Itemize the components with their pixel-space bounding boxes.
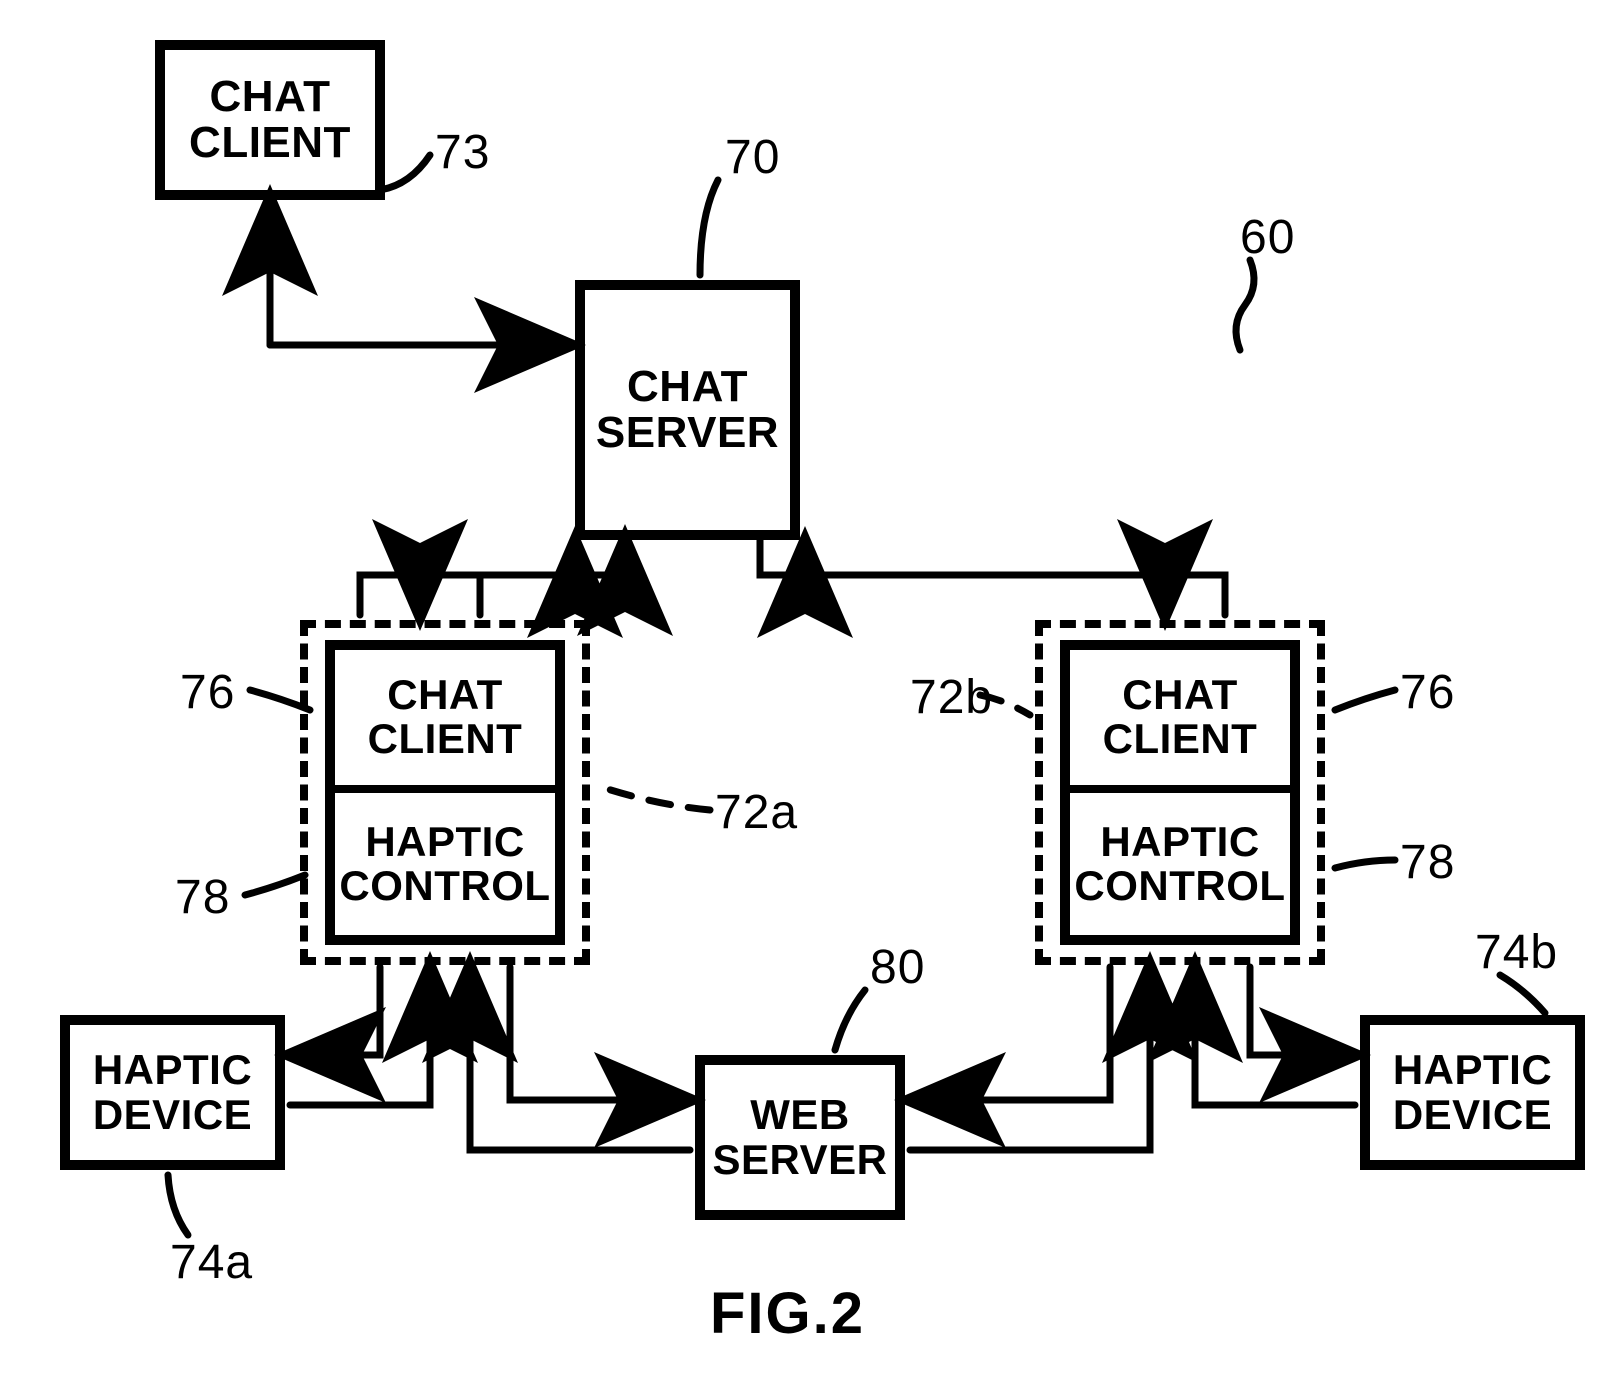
node-haptic-device-left: HAPTIC DEVICE [60, 1015, 285, 1170]
node-label: HAPTIC DEVICE [1370, 1048, 1575, 1136]
node-label: WEB SERVER [705, 1093, 895, 1181]
label-78L: 78 [175, 870, 230, 925]
label-72b: 72b [910, 670, 993, 725]
node-label: HAPTIC CONTROL [1070, 820, 1290, 908]
label-76L: 76 [180, 665, 235, 720]
diagram-stage: CHAT CLIENT CHAT SERVER CHAT CLIENT HAPT… [0, 0, 1600, 1383]
figure-caption: FIG.2 [710, 1280, 865, 1347]
label-60: 60 [1240, 210, 1295, 265]
node-web-server: WEB SERVER [695, 1055, 905, 1220]
node-chat-server: CHAT SERVER [575, 280, 800, 540]
node-chat-haptic-right: CHAT CLIENT HAPTIC CONTROL [1060, 640, 1300, 945]
label-74b: 74b [1475, 925, 1558, 980]
label-74a: 74a [170, 1235, 253, 1290]
label-72a: 72a [715, 785, 798, 840]
node-label: HAPTIC DEVICE [70, 1048, 275, 1136]
node-label: CHAT CLIENT [335, 673, 555, 761]
node-chat-haptic-left: CHAT CLIENT HAPTIC CONTROL [325, 640, 565, 945]
label-73: 73 [435, 125, 490, 180]
label-78R: 78 [1400, 835, 1455, 890]
node-label: CHAT SERVER [585, 364, 790, 456]
node-label: HAPTIC CONTROL [335, 820, 555, 908]
node-label: CHAT CLIENT [1070, 673, 1290, 761]
node-label: CHAT CLIENT [165, 74, 375, 166]
label-80: 80 [870, 940, 925, 995]
label-70: 70 [725, 130, 780, 185]
node-chat-client-top: CHAT CLIENT [155, 40, 385, 200]
label-76R: 76 [1400, 665, 1455, 720]
node-haptic-device-right: HAPTIC DEVICE [1360, 1015, 1585, 1170]
